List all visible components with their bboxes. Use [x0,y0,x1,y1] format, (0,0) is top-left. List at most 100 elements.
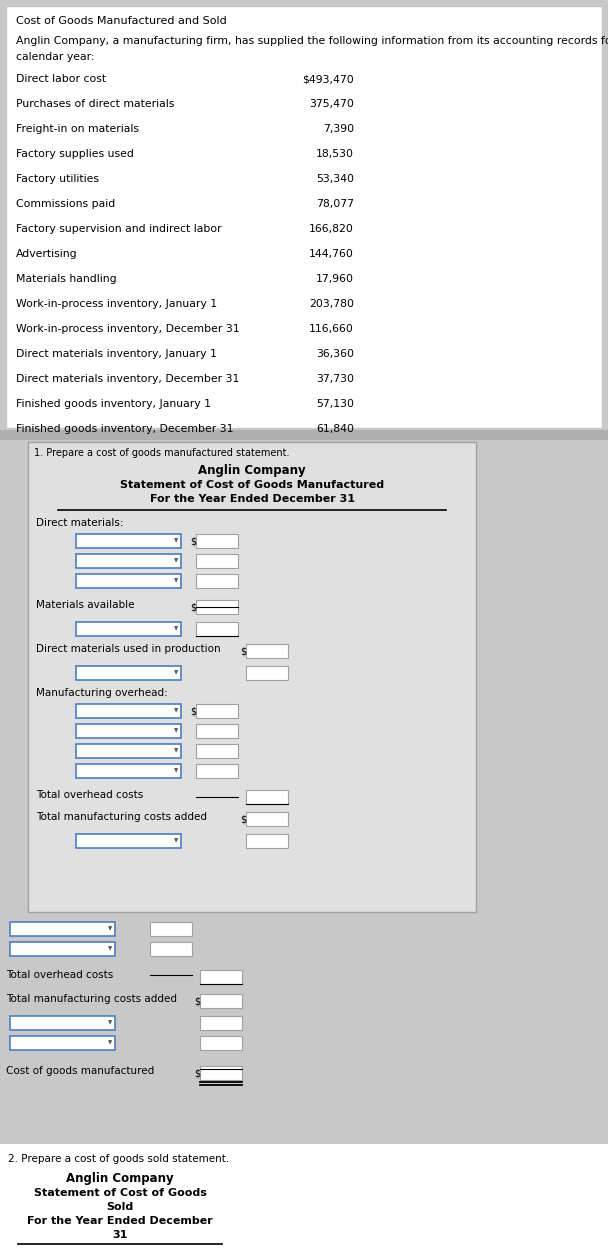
FancyBboxPatch shape [6,6,602,428]
Text: Work-in-process inventory, December 31: Work-in-process inventory, December 31 [16,324,240,334]
Text: Purchases of direct materials: Purchases of direct materials [16,99,174,109]
Text: ▼: ▼ [108,926,112,931]
FancyBboxPatch shape [76,704,181,718]
Text: 57,130: 57,130 [316,399,354,409]
FancyBboxPatch shape [196,600,238,614]
Text: ▼: ▼ [174,839,178,844]
Text: Finished goods inventory, December 31: Finished goods inventory, December 31 [16,424,233,434]
FancyBboxPatch shape [150,922,192,936]
Text: 17,960: 17,960 [316,275,354,285]
Text: 53,340: 53,340 [316,173,354,183]
Text: $493,470: $493,470 [302,74,354,84]
Text: $: $ [190,535,196,547]
Text: $: $ [240,646,246,656]
FancyBboxPatch shape [246,834,288,847]
FancyBboxPatch shape [76,622,181,636]
Text: 61,840: 61,840 [316,424,354,434]
Text: Manufacturing overhead:: Manufacturing overhead: [36,688,168,698]
FancyBboxPatch shape [196,764,238,778]
FancyBboxPatch shape [76,574,181,588]
FancyBboxPatch shape [150,942,192,956]
FancyBboxPatch shape [10,942,115,956]
Text: 2. Prepare a cost of goods sold statement.: 2. Prepare a cost of goods sold statemen… [8,1154,229,1164]
Text: ▼: ▼ [174,559,178,564]
Text: ▼: ▼ [174,670,178,675]
FancyBboxPatch shape [200,1016,242,1030]
Text: Advertising: Advertising [16,250,78,260]
FancyBboxPatch shape [10,1036,115,1050]
FancyBboxPatch shape [10,1016,115,1030]
FancyBboxPatch shape [76,534,181,548]
FancyBboxPatch shape [246,790,288,804]
Text: Anglin Company, a manufacturing firm, has supplied the following information fro: Anglin Company, a manufacturing firm, ha… [16,36,608,46]
FancyBboxPatch shape [246,666,288,680]
FancyBboxPatch shape [76,834,181,847]
FancyBboxPatch shape [200,1066,242,1080]
Text: Statement of Cost of Goods Manufactured: Statement of Cost of Goods Manufactured [120,480,384,490]
FancyBboxPatch shape [10,922,115,936]
Text: 1. Prepare a cost of goods manufactured statement.: 1. Prepare a cost of goods manufactured … [34,448,289,458]
Text: $: $ [190,706,196,716]
Text: Total manufacturing costs added: Total manufacturing costs added [36,812,207,822]
FancyBboxPatch shape [0,1144,608,1248]
Text: $: $ [190,602,196,612]
Text: Finished goods inventory, January 1: Finished goods inventory, January 1 [16,399,211,409]
Text: Direct labor cost: Direct labor cost [16,74,106,84]
Text: Cost of Goods Manufactured and Sold: Cost of Goods Manufactured and Sold [16,16,227,26]
Text: ▼: ▼ [108,1021,112,1026]
Text: ▼: ▼ [174,579,178,584]
FancyBboxPatch shape [76,764,181,778]
Text: Factory supplies used: Factory supplies used [16,149,134,158]
Text: Materials handling: Materials handling [16,275,117,285]
FancyBboxPatch shape [196,704,238,718]
Text: Direct materials used in production: Direct materials used in production [36,644,221,654]
Text: $: $ [240,814,246,824]
Text: Cost of goods manufactured: Cost of goods manufactured [6,1066,154,1076]
FancyBboxPatch shape [246,644,288,658]
FancyBboxPatch shape [196,724,238,738]
Text: $: $ [194,1068,200,1078]
FancyBboxPatch shape [76,744,181,758]
FancyBboxPatch shape [196,574,238,588]
Text: ▼: ▼ [174,709,178,714]
Text: 144,760: 144,760 [309,250,354,260]
FancyBboxPatch shape [76,666,181,680]
Text: 375,470: 375,470 [309,99,354,109]
Text: 37,730: 37,730 [316,374,354,384]
Text: ▼: ▼ [174,538,178,543]
FancyBboxPatch shape [196,744,238,758]
Text: Factory utilities: Factory utilities [16,173,99,183]
Text: Direct materials:: Direct materials: [36,518,123,528]
Text: Direct materials inventory, December 31: Direct materials inventory, December 31 [16,374,240,384]
Text: 78,077: 78,077 [316,198,354,208]
FancyBboxPatch shape [200,993,242,1008]
Text: Anglin Company: Anglin Company [198,464,306,477]
Text: Total overhead costs: Total overhead costs [6,970,113,980]
Text: ▼: ▼ [174,626,178,631]
Text: For the Year Ended December: For the Year Ended December [27,1216,213,1226]
FancyBboxPatch shape [0,431,608,441]
Text: 36,360: 36,360 [316,349,354,359]
Text: ▼: ▼ [108,946,112,951]
Text: 7,390: 7,390 [323,124,354,134]
Text: Work-in-process inventory, January 1: Work-in-process inventory, January 1 [16,300,217,310]
Text: Sold: Sold [106,1202,134,1212]
Text: ▼: ▼ [174,749,178,754]
FancyBboxPatch shape [196,534,238,548]
FancyBboxPatch shape [196,554,238,568]
Text: Freight-in on materials: Freight-in on materials [16,124,139,134]
Text: Total overhead costs: Total overhead costs [36,790,143,800]
Text: 116,660: 116,660 [309,324,354,334]
FancyBboxPatch shape [28,442,476,912]
Text: 203,780: 203,780 [309,300,354,310]
Text: Factory supervision and indirect labor: Factory supervision and indirect labor [16,223,222,235]
Text: Commissions paid: Commissions paid [16,198,116,208]
Text: calendar year:: calendar year: [16,52,94,62]
Text: Total manufacturing costs added: Total manufacturing costs added [6,993,177,1003]
FancyBboxPatch shape [200,1036,242,1050]
FancyBboxPatch shape [76,724,181,738]
Text: Direct materials inventory, January 1: Direct materials inventory, January 1 [16,349,217,359]
Text: Anglin Company: Anglin Company [66,1172,174,1186]
Text: ▼: ▼ [108,1041,112,1046]
Text: For the Year Ended December 31: For the Year Ended December 31 [150,494,354,504]
